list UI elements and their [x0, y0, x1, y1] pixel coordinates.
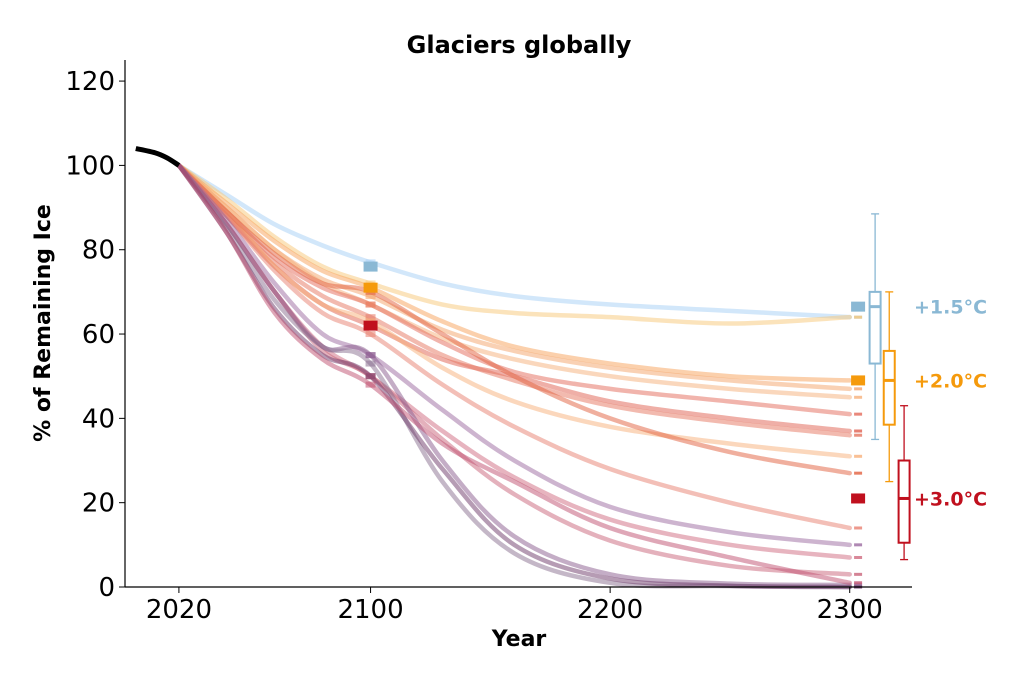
marker-2100-14 [365, 352, 376, 359]
marker-2100-7 [365, 314, 376, 321]
marker-2100-17 [365, 381, 376, 388]
scenario-label-0: +1.5°C [914, 297, 987, 319]
x-tick-label-2100: 2100 [337, 595, 403, 625]
series-line-11 [176, 163, 852, 548]
x-axis-label: Year [491, 627, 547, 652]
end-marker-10 [854, 526, 863, 530]
marker-2100-10 [365, 331, 376, 338]
y-tick-label-80: 80 [82, 236, 115, 266]
series-line-14 [176, 163, 852, 588]
end-marker-8 [854, 454, 863, 458]
chart-title: Glaciers globally [407, 31, 632, 59]
series-line-10 [176, 163, 852, 531]
box-1 [882, 349, 896, 426]
scenario-label-1: +2.0°C [914, 370, 987, 392]
end-marker-9 [854, 471, 863, 475]
y-tick-label-0: 0 [98, 573, 115, 603]
end-marker-6 [854, 429, 863, 433]
series-line-9 [176, 163, 852, 476]
median-2300-0 [851, 301, 866, 312]
end-marker-13 [854, 572, 863, 576]
y-tick-label-120: 120 [65, 67, 115, 97]
series-line-17 [176, 163, 852, 586]
series-line-0 [176, 163, 852, 320]
y-tick-label-20: 20 [82, 489, 115, 519]
y-tick-label-100: 100 [65, 151, 115, 181]
end-marker-11 [854, 543, 863, 547]
end-marker-17 [854, 581, 863, 585]
end-marker-14 [854, 583, 863, 587]
end-marker-7 [854, 433, 863, 437]
x-tick-label-2300: 2300 [817, 595, 883, 625]
box-0 [868, 290, 882, 365]
plot-area: +1.5°C +2.0°C +3.0°C 0 20 40 60 80 100 120 2020 210… [65, 60, 987, 625]
historical-line [135, 146, 181, 168]
series-line-4 [176, 163, 852, 400]
y-tick-label-40: 40 [82, 404, 115, 434]
end-marker-12 [854, 555, 863, 559]
end-marker-5 [854, 412, 863, 416]
x-tick-label-2200: 2200 [577, 595, 643, 625]
y-tick-label-60: 60 [82, 320, 115, 350]
marker-2100-3 [365, 293, 376, 300]
series-line-8 [176, 163, 852, 459]
median-2100-0 [363, 261, 378, 272]
end-marker-4 [854, 395, 863, 399]
scenario-label-2: +3.0°C [914, 488, 987, 510]
marker-2100-16 [365, 373, 376, 380]
series-line-2 [176, 163, 852, 383]
box-2 [897, 459, 911, 544]
marker-2100-15 [365, 360, 376, 367]
series-line-1 [176, 163, 852, 326]
x-tick-label-2020: 2020 [146, 595, 212, 625]
marker-2100-5 [365, 301, 376, 308]
median-2100-1 [363, 282, 378, 293]
end-marker-1 [854, 315, 863, 319]
end-marker-3 [854, 387, 863, 391]
median-2300-1 [851, 375, 866, 386]
median-2100-2 [363, 320, 378, 331]
y-axis-label: % of Remaining Ice [31, 204, 56, 442]
median-2300-2 [851, 493, 866, 504]
